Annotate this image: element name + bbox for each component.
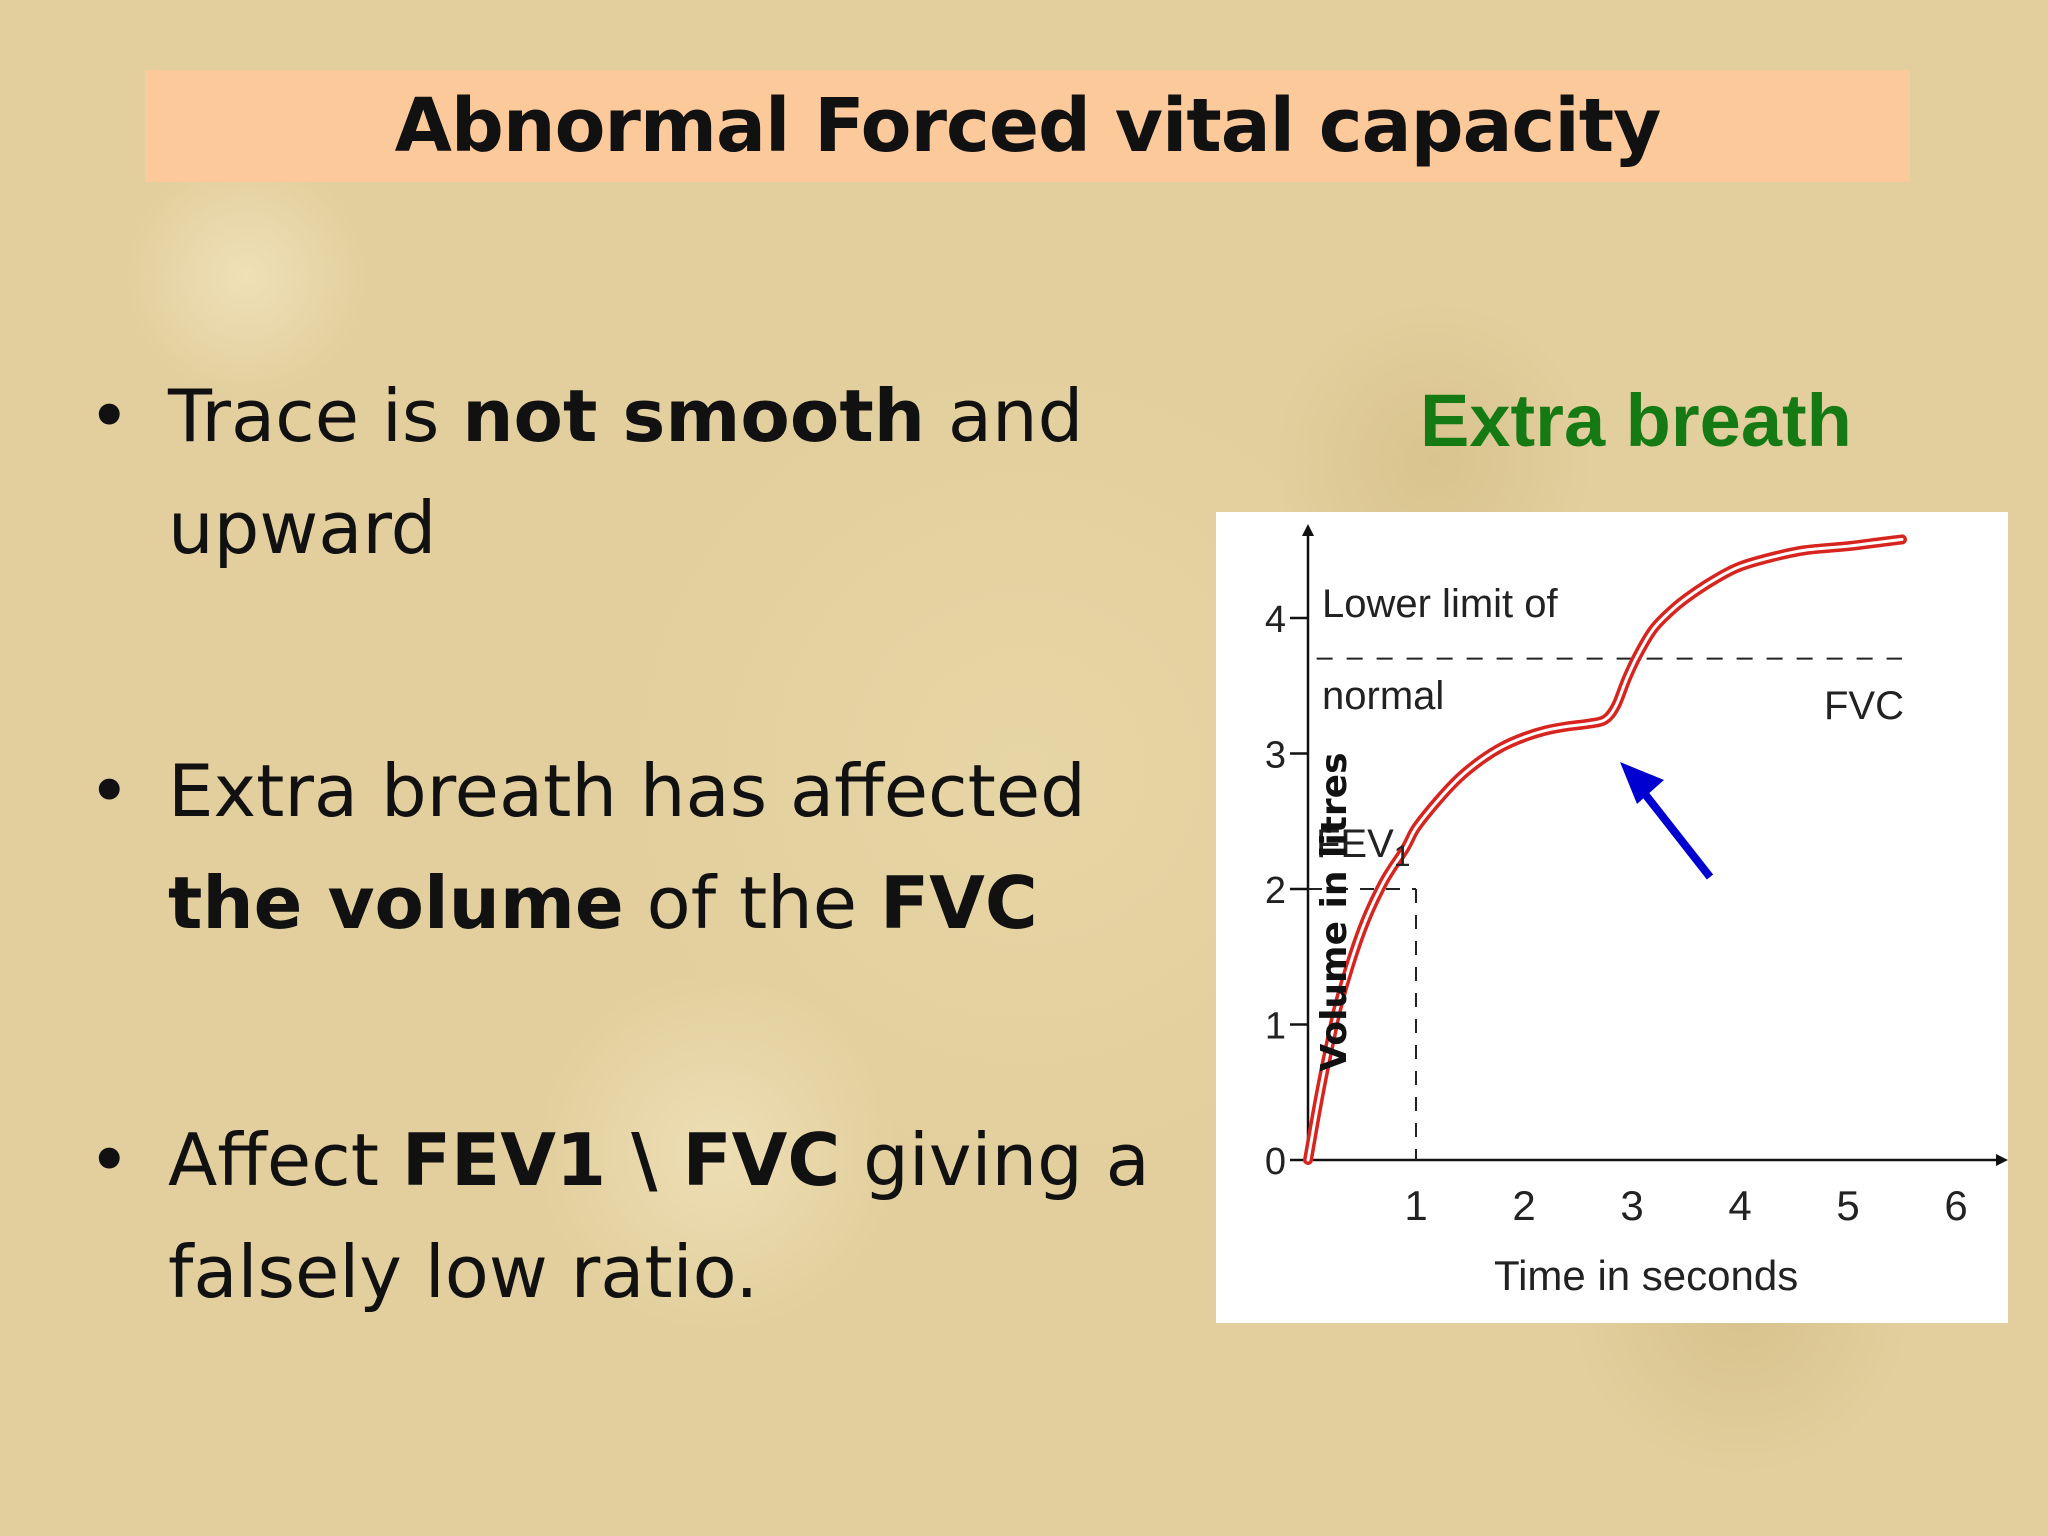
bullet-part: of the [623,861,880,945]
lower-limit-label-line1: Lower limit of [1322,582,1558,626]
y-tick-label: 0 [1265,1141,1286,1183]
bullet-part-bold: the volume [168,861,624,945]
bullet-part: Extra breath has affected [168,749,1086,833]
x-tick-label: 1 [1404,1182,1427,1229]
bullet-part-bold: FEV1 \ FVC [401,1118,841,1202]
bullet-list: • Trace is not smooth and upward • Extra… [88,360,1168,1328]
y-tick-label: 1 [1265,1006,1286,1048]
fev1-label-text: FEV [1316,822,1394,866]
x-tick-label: 2 [1512,1182,1535,1229]
y-axis-label: Volume in litres [1314,752,1355,1072]
x-ticks: 1 2 3 4 5 6 [1404,1182,1967,1229]
x-tick-label: 5 [1836,1182,1859,1229]
spirometry-chart: 0 1 2 3 4 1 2 3 4 5 6 Lower limit of normal FVC F… [1216,512,2008,1323]
fev1-label: FEV1 [1316,822,1410,874]
bullet-dot-icon: • [88,749,131,833]
y-ticks: 0 1 2 3 4 [1265,599,1308,1183]
slide-title: Abnormal Forced vital capacity [394,83,1662,169]
x-tick-label: 4 [1728,1182,1751,1229]
arrow-head-icon [1620,762,1664,804]
y-tick-label: 2 [1265,870,1286,912]
bullet-item-3: • Affect FEV1 \ FVC giving a falsely low… [88,1104,1168,1328]
figure-heading: Extra breath [1420,379,1852,462]
bullet-part: and upward [168,374,1084,570]
title-bar: Abnormal Forced vital capacity [145,70,1910,182]
bullet-part: Affect [168,1118,402,1202]
extra-breath-arrow-icon [1630,777,1714,880]
fvc-label: FVC [1824,684,1904,728]
bullet-part: giving a falsely low ratio. [168,1118,1150,1314]
bullet-part: Trace is [168,374,463,458]
bullet-dot-icon: • [88,374,131,458]
bullet-item-2: • Extra breath has affected the volume o… [88,735,1168,959]
x-tick-label: 3 [1620,1182,1643,1229]
lower-limit-label-line2: normal [1322,674,1445,718]
bullet-part-bold: FVC [879,861,1038,945]
y-tick-label: 4 [1265,599,1286,641]
bullet-dot-icon: • [88,1118,131,1202]
volume-curve-highlight [1306,537,1904,1162]
y-tick-label: 3 [1265,735,1286,777]
bullet-part-bold: not smooth [462,374,925,458]
x-tick-label: 6 [1944,1182,1967,1229]
bullet-item-1: • Trace is not smooth and upward [88,360,1168,584]
fev1-label-subscript: 1 [1393,840,1411,873]
chart-svg: 0 1 2 3 4 1 2 3 4 5 6 [1265,524,2008,1229]
x-axis-label: Time in seconds [1494,1252,1799,1299]
